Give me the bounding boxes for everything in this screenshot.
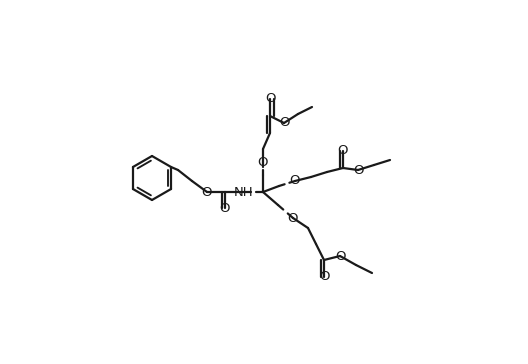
- Text: O: O: [202, 186, 212, 198]
- Text: O: O: [290, 174, 300, 187]
- Text: O: O: [279, 116, 289, 130]
- Text: O: O: [220, 202, 230, 214]
- Text: O: O: [353, 163, 363, 177]
- Text: O: O: [288, 211, 298, 225]
- Text: O: O: [265, 92, 275, 106]
- Text: O: O: [338, 145, 348, 158]
- Text: NH: NH: [234, 186, 254, 198]
- Text: O: O: [335, 249, 345, 262]
- Text: O: O: [319, 270, 329, 284]
- Text: O: O: [258, 155, 268, 169]
